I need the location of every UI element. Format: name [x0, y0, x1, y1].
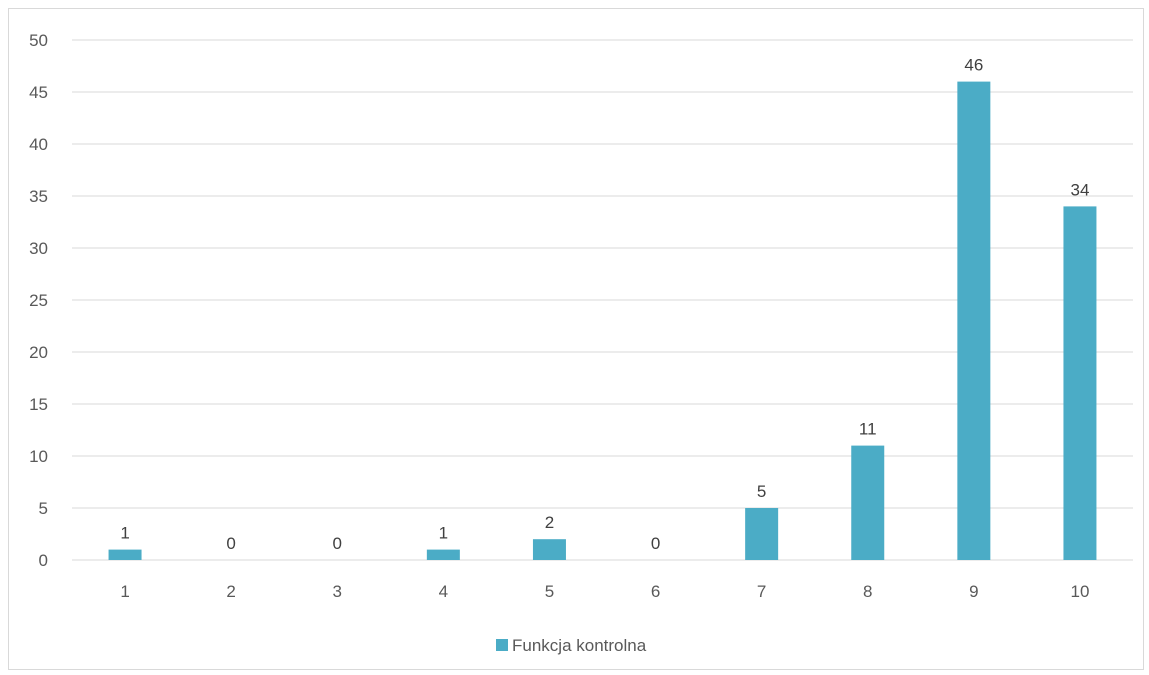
y-tick-label: 40	[29, 135, 48, 154]
bar	[1063, 206, 1097, 560]
data-label: 46	[964, 56, 983, 75]
data-label: 5	[757, 482, 766, 501]
bar	[957, 81, 991, 560]
y-tick-label: 25	[29, 291, 48, 310]
y-tick-label: 15	[29, 395, 48, 414]
x-tick-label: 7	[757, 582, 766, 601]
gridlines	[72, 39, 1133, 561]
y-tick-label: 20	[29, 343, 48, 362]
bar	[532, 539, 566, 560]
data-label: 1	[439, 524, 448, 543]
bar	[108, 549, 142, 560]
y-tick-label: 30	[29, 239, 48, 258]
x-tick-label: 1	[120, 582, 129, 601]
bar	[426, 549, 460, 560]
data-labels: 1 0 0 1 2 0 5 11 46 34	[120, 56, 1089, 553]
y-tick-label: 5	[39, 499, 48, 518]
y-tick-label: 0	[39, 551, 48, 570]
x-tick-label: 2	[226, 582, 235, 601]
x-tick-label: 8	[863, 582, 872, 601]
data-label: 34	[1070, 180, 1089, 199]
data-label: 2	[545, 513, 554, 532]
x-tick-label: 9	[969, 582, 978, 601]
y-tick-label: 50	[29, 31, 48, 50]
y-tick-label: 35	[29, 187, 48, 206]
y-tick-label: 45	[29, 83, 48, 102]
x-tick-label: 3	[333, 582, 342, 601]
x-tick-label: 4	[439, 582, 448, 601]
x-axis-ticks: 1 2 3 4 5 6 7 8 9 10	[120, 582, 1089, 601]
x-tick-label: 10	[1070, 582, 1089, 601]
bar	[745, 508, 779, 560]
bars	[108, 81, 1097, 560]
data-label: 0	[226, 534, 235, 553]
bar	[851, 445, 885, 560]
y-axis-ticks: 0 5 10 15 20 25 30 35 40 45 50	[29, 31, 48, 570]
x-tick-label: 5	[545, 582, 554, 601]
x-tick-label: 6	[651, 582, 660, 601]
legend: Funkcja kontrolna	[496, 636, 647, 655]
data-label: 0	[651, 534, 660, 553]
data-label: 11	[859, 420, 877, 439]
legend-label: Funkcja kontrolna	[512, 636, 647, 655]
legend-swatch	[496, 639, 508, 651]
y-tick-label: 10	[29, 447, 48, 466]
data-label: 1	[120, 524, 129, 543]
data-label: 0	[333, 534, 342, 553]
